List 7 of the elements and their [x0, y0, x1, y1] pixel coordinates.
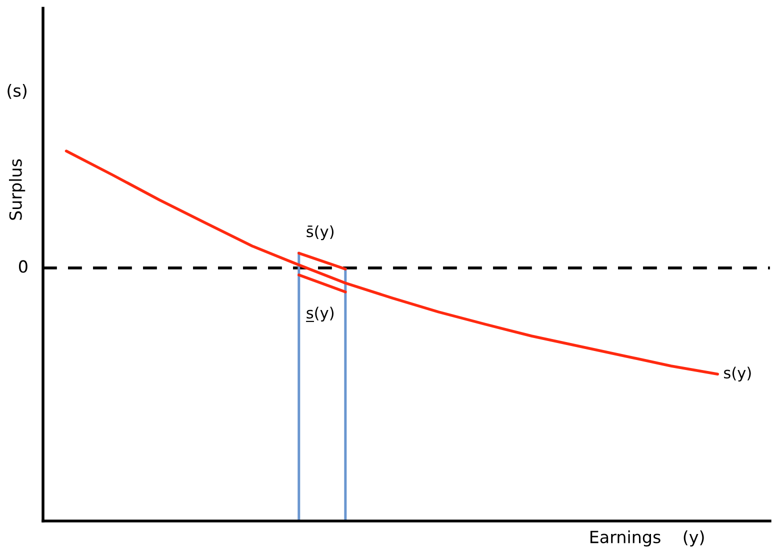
x-axis-title: Earnings (y): [590, 530, 704, 547]
series-label: s̄(y): [306, 225, 334, 240]
series-label: s̲(y): [306, 306, 334, 322]
text: 0: [18, 260, 28, 273]
series-label: s(y): [724, 366, 751, 382]
y-axis-title: Surplus: [8, 159, 26, 220]
text: (s): [8, 84, 26, 99]
